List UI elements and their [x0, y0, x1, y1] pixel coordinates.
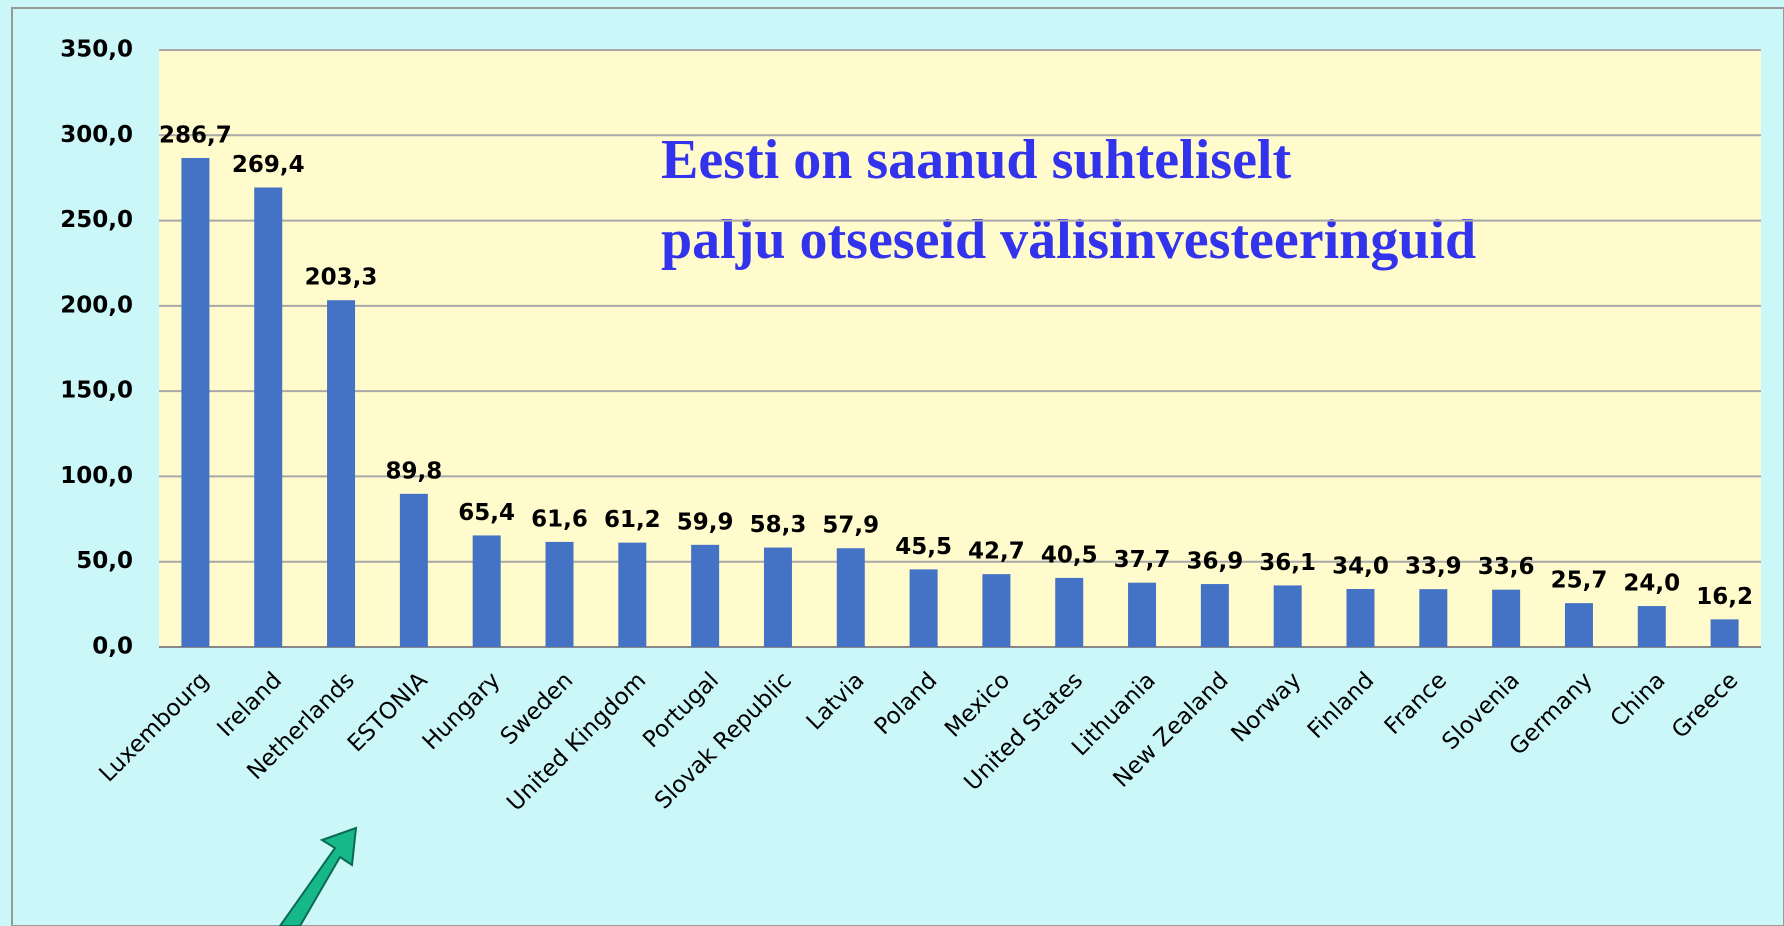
bar: [1637, 606, 1666, 647]
frame: [11, 7, 1784, 926]
y-tick-label: 100,0: [60, 463, 133, 489]
bar: [618, 542, 647, 647]
bar: [1200, 584, 1229, 647]
data-label: 61,2: [604, 507, 661, 533]
annotation: palju otseseid välisinvesteeringuid: [661, 209, 1476, 271]
bar: [909, 569, 938, 647]
y-tick-label: 300,0: [60, 122, 133, 148]
bar: [1273, 585, 1302, 647]
data-label: 24,0: [1623, 571, 1680, 597]
data-label: 42,7: [968, 539, 1025, 565]
bar: [1419, 589, 1448, 647]
bar: [1055, 577, 1084, 647]
y-tick-label: 200,0: [60, 292, 133, 318]
bar: [181, 157, 210, 647]
data-label: 269,4: [232, 152, 305, 178]
arrow: [278, 826, 358, 926]
data-label: 89,8: [385, 458, 442, 484]
bar: [691, 544, 720, 647]
y-tick-label: 50,0: [76, 548, 133, 574]
data-label: 203,3: [305, 265, 378, 291]
y-tick-label: 150,0: [60, 378, 133, 404]
data-label: 59,9: [677, 509, 734, 535]
y-tick-label: 250,0: [60, 207, 133, 233]
y-tick-label: 0,0: [92, 634, 133, 660]
bar: [254, 187, 283, 647]
data-label: 40,5: [1041, 542, 1098, 568]
y-tick-label: 350,0: [60, 37, 133, 63]
annotation: Eesti on saanud suhteliselt: [661, 129, 1291, 191]
bar: [836, 548, 865, 647]
data-label: 58,3: [750, 512, 807, 538]
bar: [1710, 619, 1739, 647]
data-label: 16,2: [1696, 584, 1753, 610]
data-label: 34,0: [1332, 554, 1389, 580]
data-label: 33,9: [1405, 554, 1462, 580]
bar: [1492, 589, 1521, 647]
bar: [1346, 589, 1375, 647]
bar: [982, 574, 1011, 647]
data-label: 65,4: [458, 500, 515, 526]
bar: [1128, 582, 1157, 647]
data-label: 25,7: [1551, 568, 1608, 594]
data-label: 45,5: [895, 534, 952, 560]
data-label: 286,7: [159, 122, 232, 148]
bar: [472, 535, 501, 647]
bar: [399, 493, 428, 647]
bar: [1564, 603, 1593, 647]
data-label: 36,1: [1259, 550, 1316, 576]
data-label: 33,6: [1478, 554, 1535, 580]
data-label: 57,9: [822, 513, 879, 539]
bar: [327, 300, 356, 647]
data-label: 36,9: [1186, 549, 1243, 575]
bar: [545, 541, 574, 647]
data-label: 61,6: [531, 506, 588, 532]
data-label: 37,7: [1114, 547, 1171, 573]
bar: [763, 547, 792, 647]
